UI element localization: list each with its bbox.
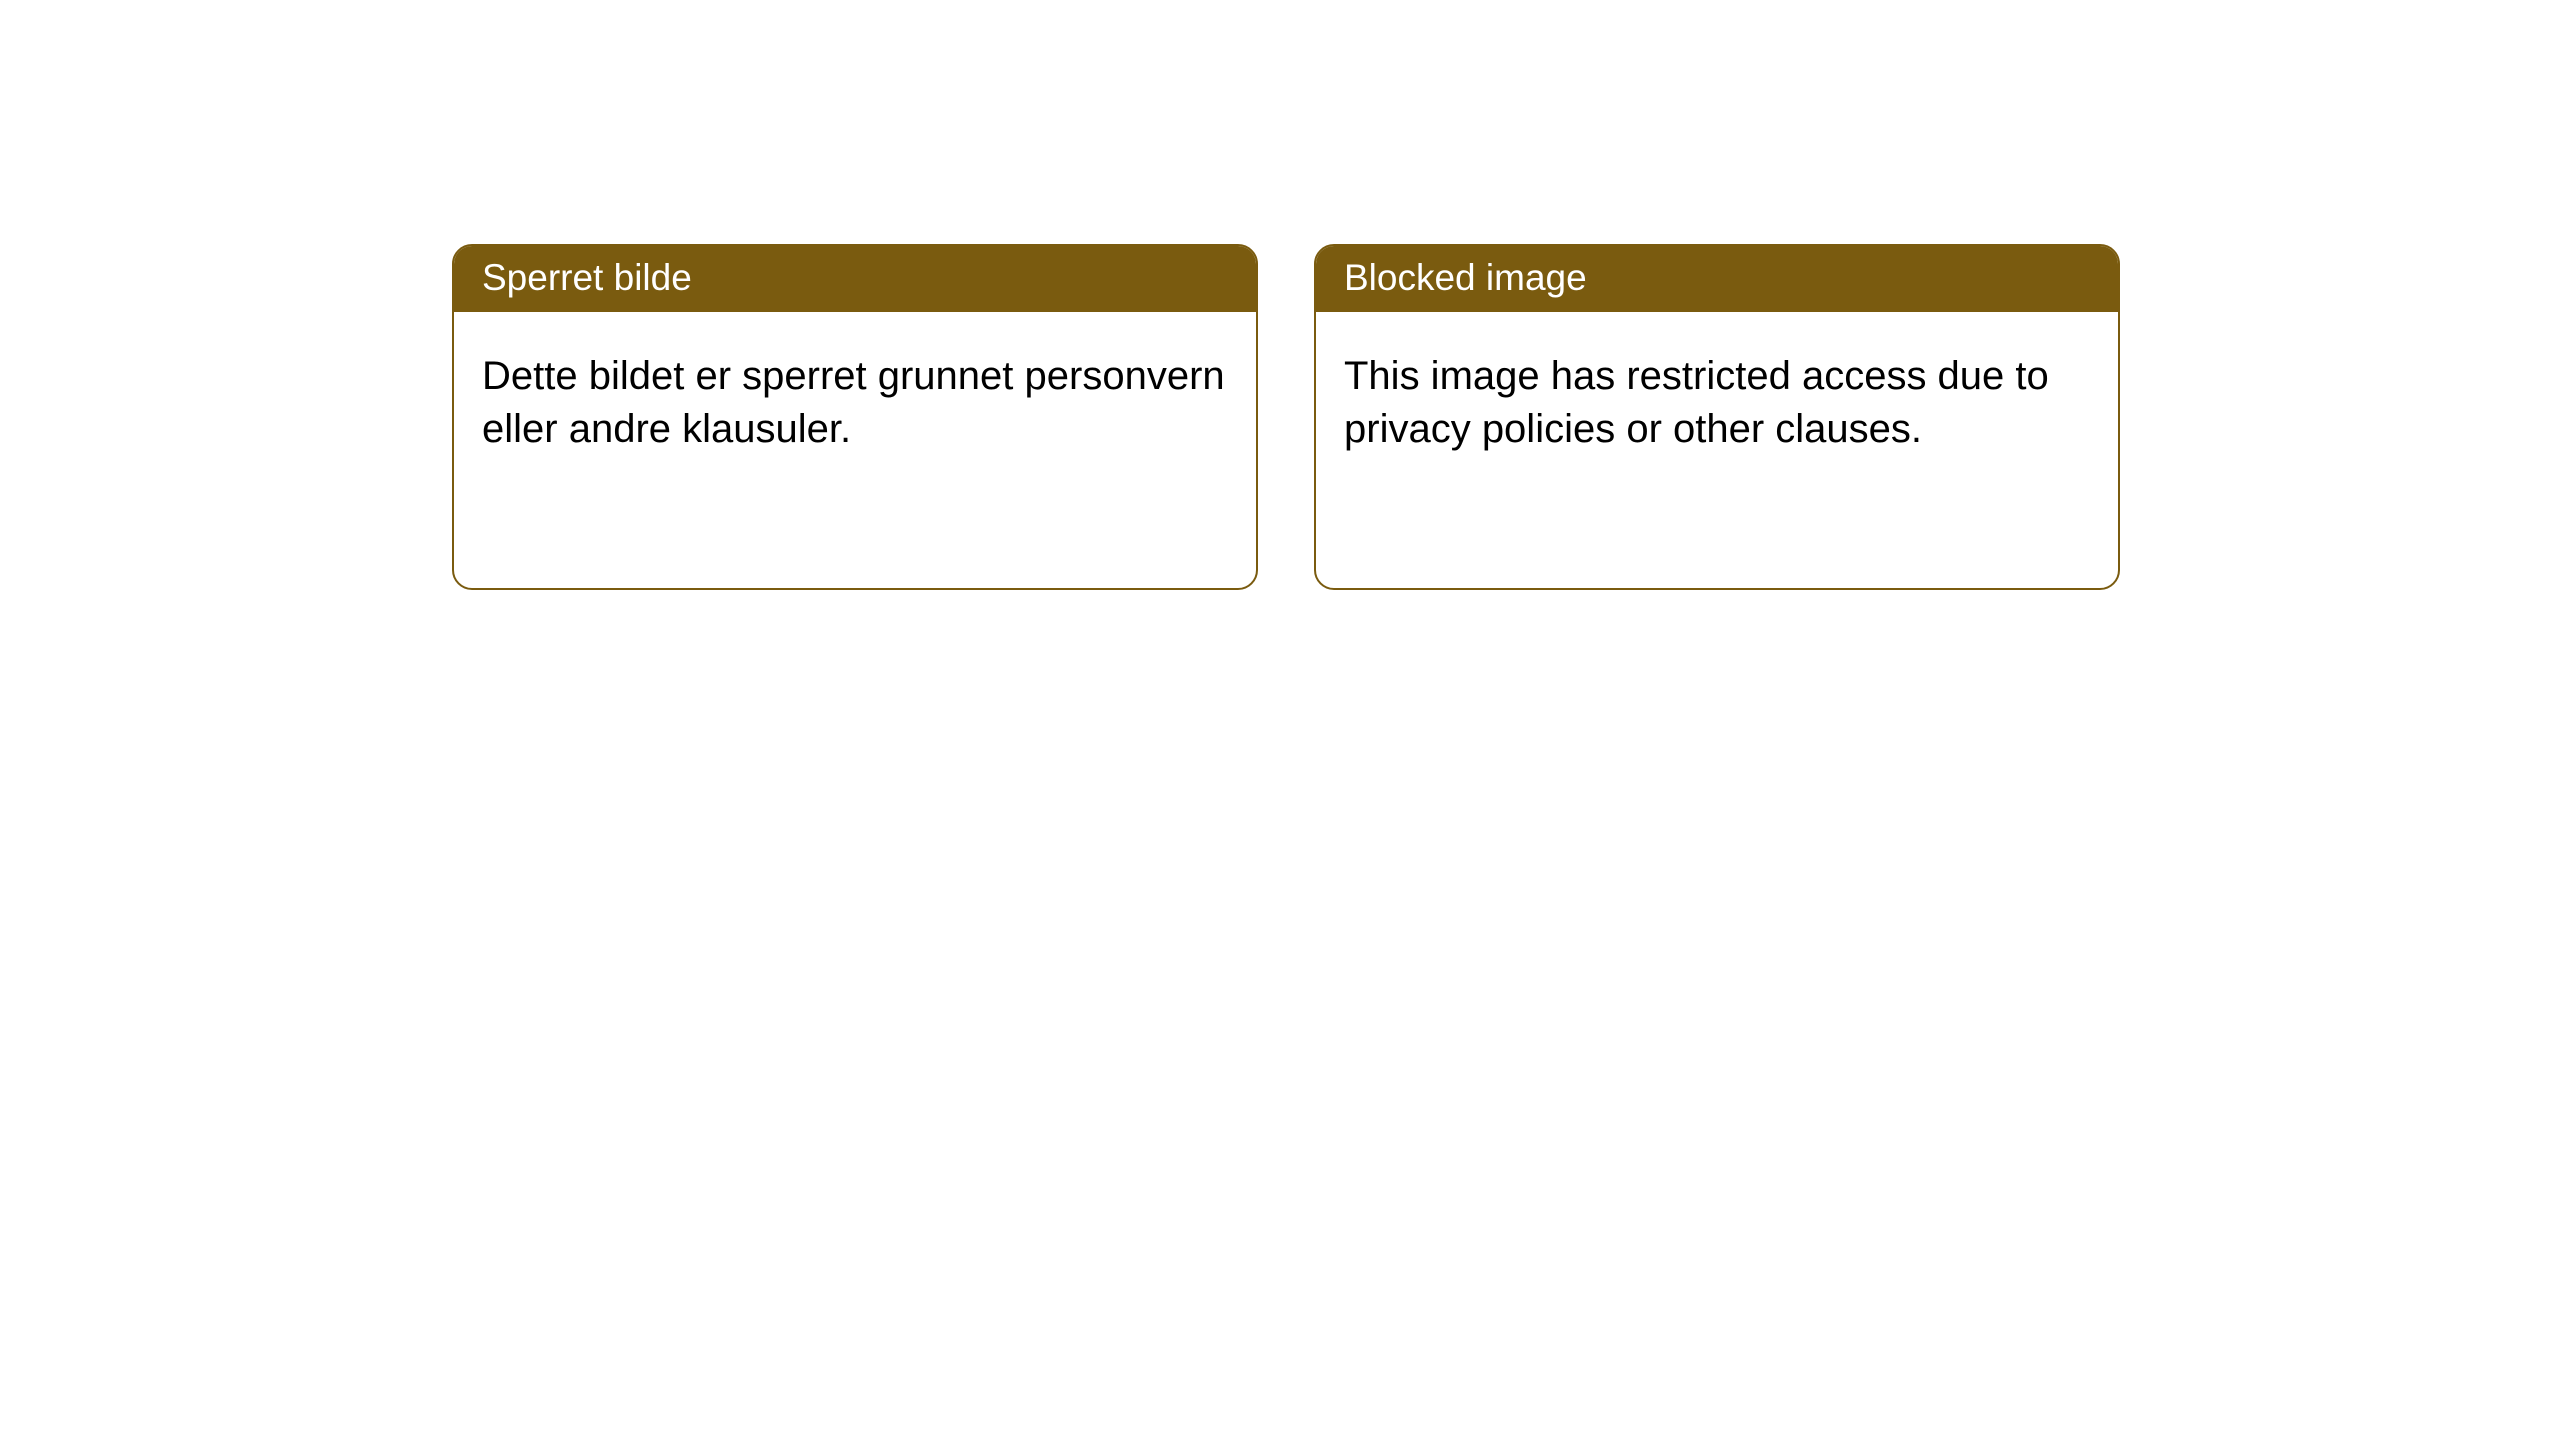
notice-body: This image has restricted access due to …	[1316, 312, 2118, 588]
notice-card-english: Blocked image This image has restricted …	[1314, 244, 2120, 590]
notice-body: Dette bildet er sperret grunnet personve…	[454, 312, 1256, 588]
notice-card-norwegian: Sperret bilde Dette bildet er sperret gr…	[452, 244, 1258, 590]
notice-container: Sperret bilde Dette bildet er sperret gr…	[0, 0, 2560, 590]
notice-header: Blocked image	[1316, 246, 2118, 312]
notice-header: Sperret bilde	[454, 246, 1256, 312]
